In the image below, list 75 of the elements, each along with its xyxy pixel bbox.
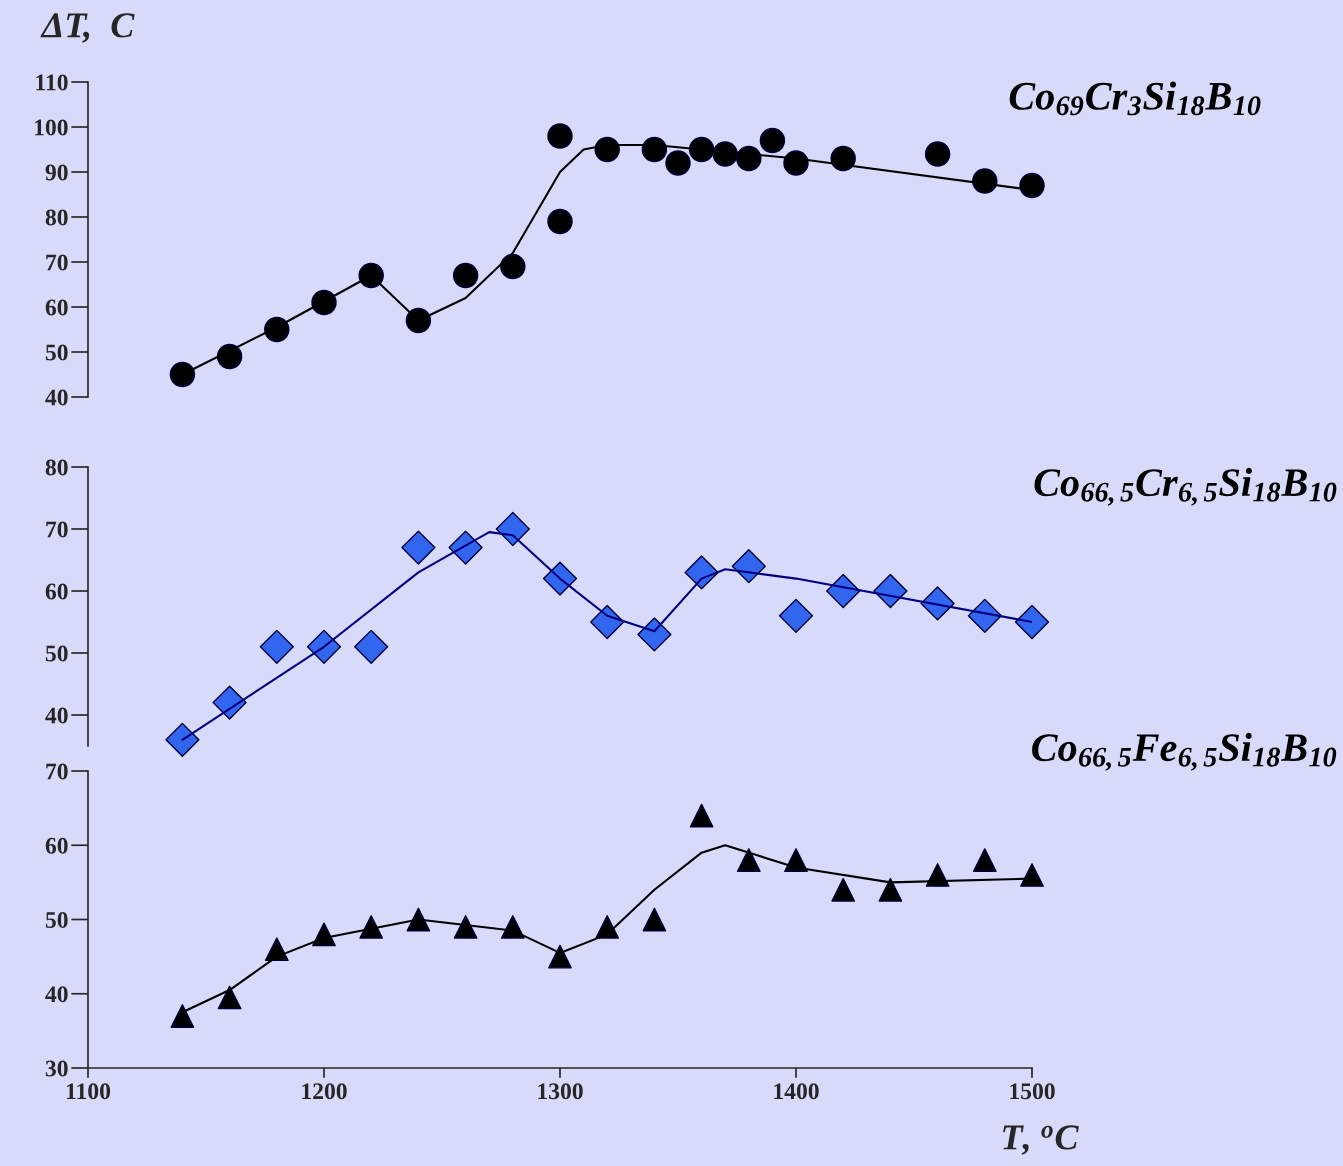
y-tick-label: 90 [45,164,68,181]
y-tick-label: 80 [45,209,68,226]
y-tick-label: 60 [45,837,68,854]
y-tick-label: 70 [46,763,68,780]
point [495,511,530,547]
point [736,145,762,172]
y-tick-label: 100 [35,119,68,136]
point [165,722,200,757]
point [736,848,761,872]
point [826,573,861,609]
y-tick-label: 40 [45,707,68,724]
series-label: Co$_{69}$Cr$_{3}$Si$_{18}$B$_{10}$ [1009,81,1261,116]
x-tick-label: 1500 [1010,1083,1055,1100]
y-tick-label: 50 [45,344,68,361]
point [311,289,337,316]
point [401,530,436,565]
x-tick-label: 1400 [774,1083,819,1100]
point [972,168,998,194]
text: Co$_{66,5}$Cr$_{6,5}$Si$_{18}$B$_{10}$ [1034,467,1337,506]
point [831,877,856,902]
x-tick-label: 1100 [66,1083,111,1100]
point [925,863,950,887]
y-tick-label: 60 [45,299,68,316]
x-axis-title: T, $^{o}$C [1003,1125,1079,1155]
point [684,555,719,590]
point [452,262,479,289]
point [264,316,290,343]
y-tick-label: 30 [45,1060,68,1077]
point [642,907,667,932]
point [1019,172,1045,199]
point [972,848,997,872]
x-tick-label: 1200 [302,1083,347,1100]
text: Co$_{66,5}$Fe$_{6,5}$Si$_{18}$B$_{10}$ [1032,732,1337,771]
point [306,629,342,664]
point [873,573,908,609]
point [542,561,578,596]
y-tick-label: 40 [45,389,68,406]
point [731,549,766,584]
point [170,1004,195,1028]
y-tick-label: 110 [36,74,68,91]
point [924,141,951,167]
point [547,123,573,149]
point [759,127,786,154]
point [830,145,856,172]
point [689,803,714,828]
point [500,253,526,280]
point [354,629,389,664]
y-tick-label: 60 [45,583,68,600]
point [637,617,672,652]
point [259,629,294,664]
point [548,944,572,969]
y-tick-label: 50 [45,645,68,662]
point [665,150,691,176]
point [590,604,625,640]
y-tick-label: 50 [45,911,68,928]
point [217,985,242,1010]
point [1020,863,1044,887]
point [169,361,196,388]
y-tick-label: 70 [46,254,68,271]
point [1014,604,1050,640]
y-tick-label: 40 [45,986,68,1003]
point [878,877,903,902]
point [547,208,573,235]
point [641,136,668,163]
point [358,262,384,289]
y-tick-label: 70 [46,521,68,538]
point [594,136,620,163]
point [453,915,478,939]
y-tick-label: 80 [45,459,68,476]
point [783,150,809,176]
point [212,685,247,720]
x-tick-label: 1300 [538,1083,583,1100]
point [778,598,814,633]
y-axis-title: ΔT, C [40,13,135,43]
point [448,530,483,565]
